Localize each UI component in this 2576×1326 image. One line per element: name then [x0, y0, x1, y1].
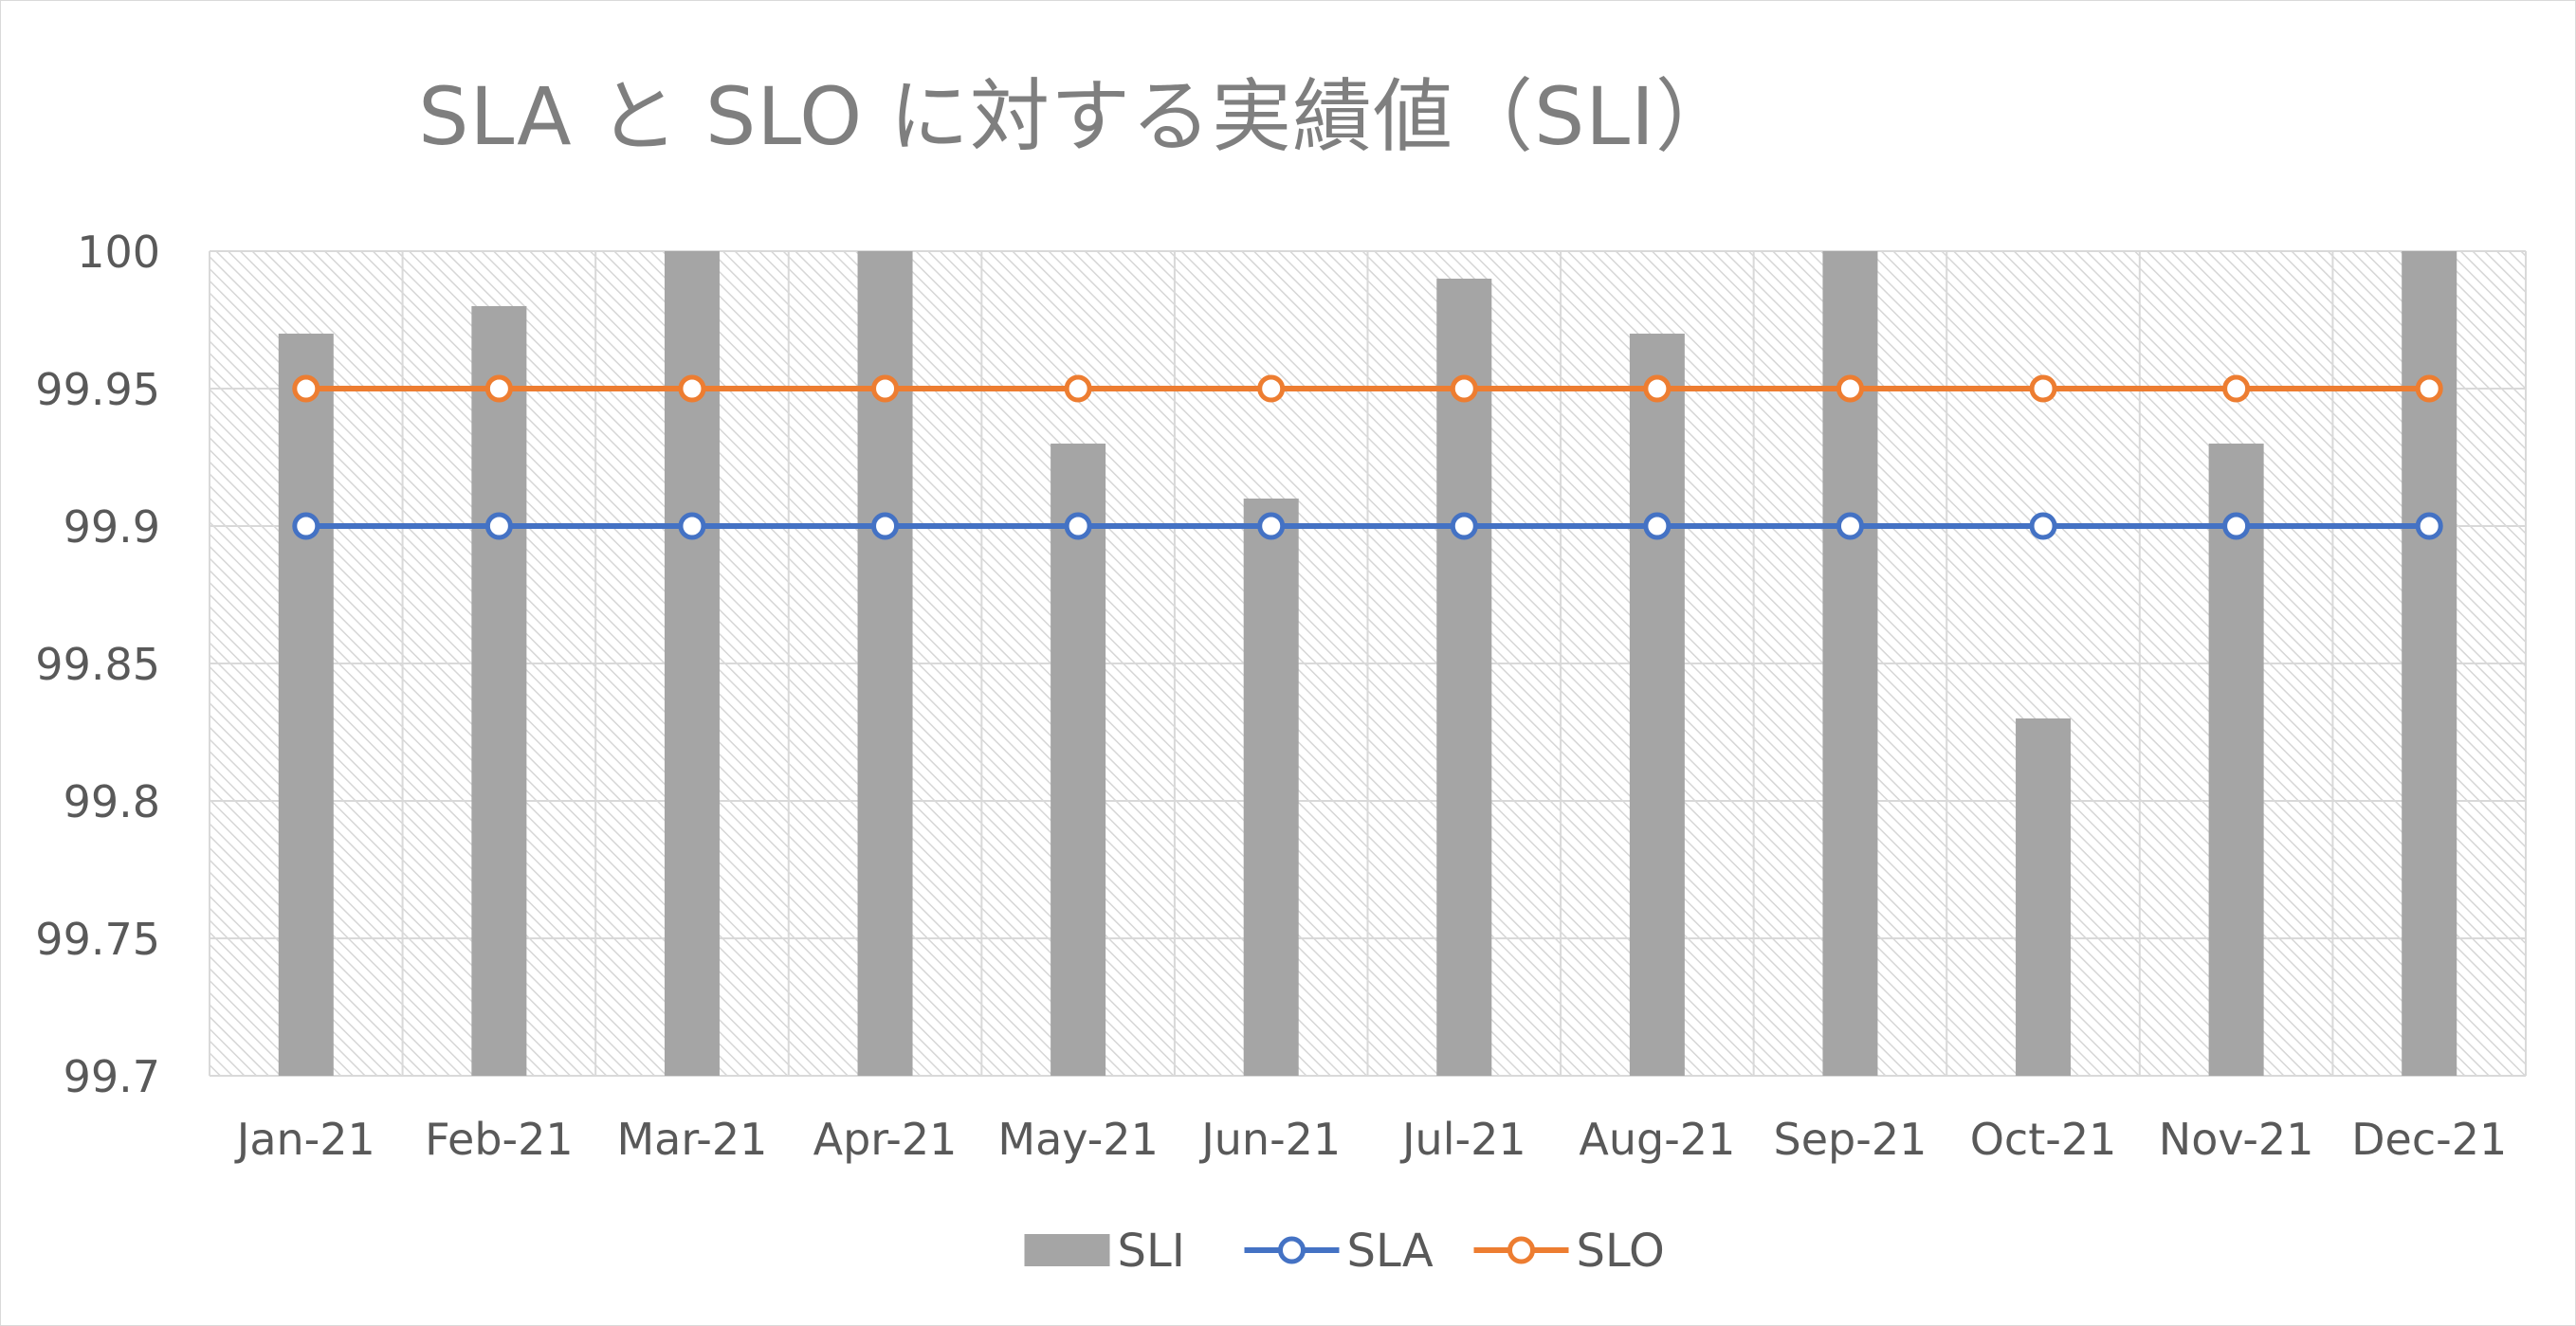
point-sla: [678, 512, 706, 540]
bar-sli: [2016, 718, 2072, 1076]
point-slo: [292, 374, 320, 403]
point-sla: [2222, 512, 2251, 540]
legend-label: SLO: [1577, 1225, 1665, 1278]
y-tick-label: 99.9: [64, 501, 160, 553]
legend-item-slo: SLO: [1473, 1225, 1665, 1278]
x-tick-label: Aug-21: [1579, 1114, 1735, 1165]
y-tick-label: 99.8: [64, 776, 160, 827]
legend: SLI SLA SLO: [1024, 1225, 1665, 1278]
line-layer: [292, 374, 2443, 540]
point-sla: [1257, 512, 1286, 540]
x-tick-label: Jun-21: [1198, 1114, 1341, 1165]
point-slo: [2222, 374, 2251, 403]
point-slo: [678, 374, 706, 403]
y-tick-label: 99.85: [35, 639, 160, 690]
point-slo: [1257, 374, 1286, 403]
y-tick-label: 100: [77, 227, 160, 278]
point-slo: [1064, 374, 1092, 403]
bar-sli: [1050, 444, 1106, 1076]
x-tick-label: Dec-21: [2351, 1114, 2507, 1165]
x-tick-label: Mar-21: [616, 1114, 767, 1165]
bar-sli: [278, 334, 334, 1076]
point-slo: [871, 374, 900, 403]
legend-label: SLA: [1347, 1225, 1434, 1278]
bar-sli: [1436, 279, 1492, 1076]
point-slo: [1643, 374, 1672, 403]
legend-swatch: [1024, 1234, 1110, 1266]
x-tick-label: Oct-21: [1970, 1114, 2117, 1165]
point-slo: [1450, 374, 1478, 403]
legend-marker: [1278, 1236, 1306, 1264]
chart-title: SLA と SLO に対する実績値（SLI）: [418, 70, 1736, 163]
point-sla: [484, 512, 513, 540]
point-sla: [871, 512, 900, 540]
bar-sli: [2208, 444, 2264, 1076]
x-tick-label: May-21: [997, 1114, 1158, 1165]
point-sla: [292, 512, 320, 540]
bar-sli: [1243, 499, 1299, 1076]
point-sla: [1064, 512, 1092, 540]
bar-sli: [471, 306, 527, 1076]
point-sla: [1450, 512, 1478, 540]
bar-sli: [1629, 334, 1685, 1076]
point-slo: [2029, 374, 2057, 403]
y-tick-label: 99.95: [35, 364, 160, 415]
x-tick-label: Jan-21: [234, 1114, 375, 1165]
x-tick-label: Apr-21: [813, 1114, 958, 1165]
legend-item-sla: SLA: [1244, 1225, 1434, 1278]
point-sla: [1836, 512, 1864, 540]
point-slo: [2415, 374, 2443, 403]
point-sla: [2415, 512, 2443, 540]
legend-marker: [1507, 1236, 1535, 1264]
point-slo: [484, 374, 513, 403]
axis-layer: 100 99.95 99.9 99.85 99.8 99.75 99.7 Jan-21 Feb-…: [35, 227, 2507, 1165]
point-sla: [2029, 512, 2057, 540]
point-slo: [1836, 374, 1864, 403]
point-sla: [1643, 512, 1672, 540]
x-tick-label: Feb-21: [425, 1114, 574, 1165]
y-tick-label: 99.7: [64, 1051, 160, 1102]
legend-label: SLI: [1118, 1225, 1185, 1278]
legend-item-sli: SLI: [1024, 1225, 1185, 1278]
x-tick-label: Nov-21: [2159, 1114, 2314, 1165]
y-tick-label: 99.75: [35, 914, 160, 965]
x-tick-label: Jul-21: [1399, 1114, 1526, 1165]
grid-layer: [209, 250, 2527, 1077]
x-tick-label: Sep-21: [1774, 1114, 1927, 1165]
